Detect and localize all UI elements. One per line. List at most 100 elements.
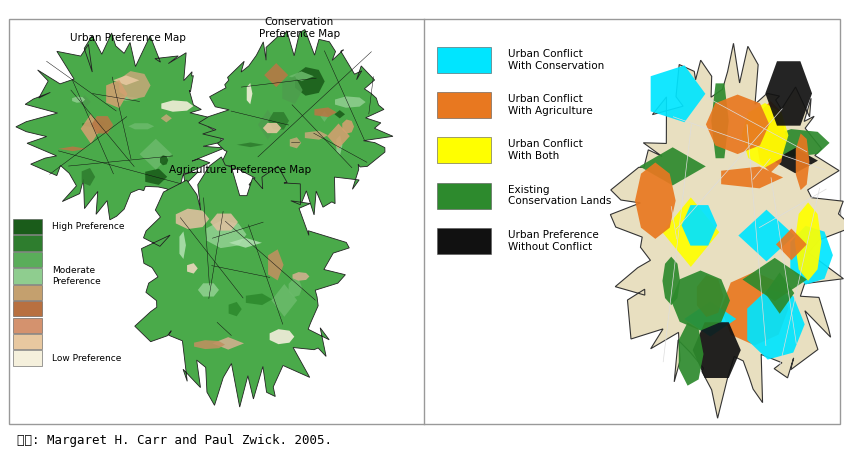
Polygon shape — [92, 116, 113, 134]
Polygon shape — [113, 96, 139, 101]
Text: Urban Preference Map: Urban Preference Map — [70, 33, 186, 43]
Bar — [437, 183, 491, 209]
Polygon shape — [679, 322, 704, 386]
Polygon shape — [794, 202, 821, 281]
Polygon shape — [741, 103, 788, 168]
Polygon shape — [692, 322, 740, 378]
Text: Urban Conflict
With Both: Urban Conflict With Both — [508, 139, 583, 161]
Polygon shape — [179, 232, 186, 259]
Polygon shape — [176, 209, 209, 229]
Text: High Preference: High Preference — [52, 222, 125, 231]
Polygon shape — [229, 302, 242, 316]
Polygon shape — [706, 95, 770, 154]
Polygon shape — [790, 226, 833, 285]
Polygon shape — [268, 112, 289, 130]
Polygon shape — [113, 75, 139, 85]
Polygon shape — [289, 71, 314, 81]
Polygon shape — [161, 114, 172, 123]
Polygon shape — [639, 147, 706, 185]
Text: Moderate
Preference: Moderate Preference — [52, 266, 101, 286]
Polygon shape — [264, 63, 288, 87]
Polygon shape — [198, 283, 219, 296]
Polygon shape — [268, 249, 284, 281]
Polygon shape — [742, 258, 807, 301]
Bar — [437, 137, 491, 163]
Polygon shape — [681, 205, 717, 246]
Polygon shape — [635, 163, 675, 239]
Polygon shape — [119, 71, 151, 100]
Polygon shape — [756, 101, 786, 172]
Polygon shape — [770, 129, 830, 157]
Polygon shape — [272, 284, 297, 317]
Text: Agriculture Preference Map: Agriculture Preference Map — [169, 165, 311, 175]
Polygon shape — [161, 100, 194, 112]
Polygon shape — [135, 157, 350, 407]
Polygon shape — [327, 123, 350, 149]
Polygon shape — [295, 67, 325, 96]
Polygon shape — [81, 168, 95, 186]
FancyBboxPatch shape — [9, 19, 840, 424]
Bar — [13, 235, 43, 251]
Text: Urban Conflict
With Conservation: Urban Conflict With Conservation — [508, 49, 604, 70]
Polygon shape — [610, 43, 853, 418]
Polygon shape — [776, 229, 806, 260]
Polygon shape — [16, 33, 225, 220]
Polygon shape — [199, 29, 393, 218]
Polygon shape — [270, 329, 294, 344]
Polygon shape — [257, 263, 282, 276]
Polygon shape — [282, 76, 303, 104]
Polygon shape — [765, 61, 812, 126]
Polygon shape — [684, 302, 736, 336]
Polygon shape — [72, 96, 85, 103]
Polygon shape — [662, 257, 680, 305]
Polygon shape — [739, 210, 794, 261]
Polygon shape — [305, 131, 328, 140]
Bar — [13, 252, 43, 267]
Text: Conservation
Preference Map: Conservation Preference Map — [259, 17, 340, 39]
Bar — [13, 318, 43, 333]
Polygon shape — [662, 198, 719, 267]
Polygon shape — [773, 148, 818, 173]
Bar — [13, 350, 43, 366]
Polygon shape — [145, 169, 167, 185]
Text: Existing
Conservation Lands: Existing Conservation Lands — [508, 185, 612, 206]
Text: Urban Preference
Without Conflict: Urban Preference Without Conflict — [508, 230, 599, 252]
Polygon shape — [58, 146, 87, 151]
Polygon shape — [95, 121, 106, 126]
Polygon shape — [335, 96, 366, 108]
Polygon shape — [334, 110, 345, 118]
Polygon shape — [207, 221, 247, 248]
Polygon shape — [258, 110, 278, 140]
Polygon shape — [194, 340, 225, 349]
Text: 출처: Margaret H. Carr and Paul Zwick. 2005.: 출처: Margaret H. Carr and Paul Zwick. 200… — [17, 434, 333, 447]
Polygon shape — [747, 289, 805, 360]
Polygon shape — [336, 135, 343, 155]
Polygon shape — [237, 143, 264, 147]
Text: Low Preference: Low Preference — [52, 354, 122, 363]
Polygon shape — [292, 272, 309, 281]
Polygon shape — [289, 279, 302, 297]
Bar — [13, 219, 43, 234]
Polygon shape — [711, 83, 728, 158]
Polygon shape — [697, 275, 723, 317]
Bar — [13, 334, 43, 350]
Polygon shape — [721, 167, 783, 188]
Polygon shape — [106, 80, 128, 108]
Polygon shape — [81, 114, 101, 144]
Bar — [437, 47, 491, 73]
Polygon shape — [187, 263, 198, 274]
Polygon shape — [129, 123, 154, 130]
Polygon shape — [213, 337, 244, 350]
Polygon shape — [79, 95, 91, 109]
Polygon shape — [671, 270, 730, 330]
Polygon shape — [321, 111, 328, 122]
Polygon shape — [796, 133, 810, 190]
Bar — [437, 92, 491, 118]
Polygon shape — [721, 272, 788, 345]
Polygon shape — [160, 155, 168, 165]
Polygon shape — [650, 65, 705, 122]
Polygon shape — [246, 294, 273, 305]
Polygon shape — [210, 213, 238, 231]
Polygon shape — [315, 107, 337, 117]
Bar — [437, 228, 491, 254]
